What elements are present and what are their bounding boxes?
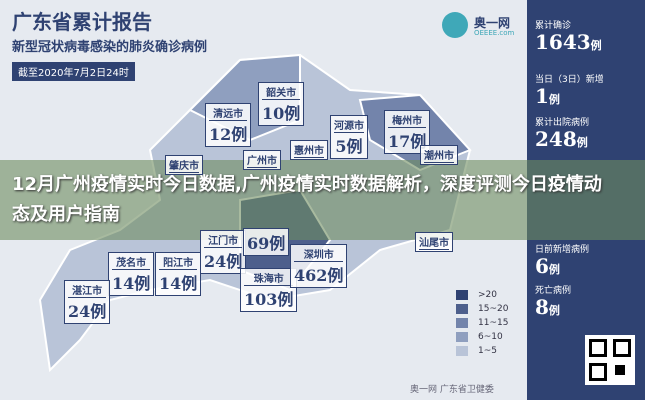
city-name: 茂名市 — [112, 254, 151, 270]
stat-unit: 例 — [548, 93, 560, 106]
city-name: 梅州市 — [388, 112, 427, 128]
city-name: 河源市 — [334, 117, 364, 133]
legend-label: >20 — [478, 290, 497, 300]
logo-icon — [442, 12, 468, 38]
overlay-title: 12月广州疫情实时今日数据,广州疫情实时数据解析，深度评测今日疫情动态及用户指南 — [12, 174, 602, 225]
stat-unit: 例 — [548, 263, 560, 276]
overlay-band — [0, 160, 645, 240]
legend-label: 11~15 — [478, 318, 509, 328]
city-count: 24例 — [204, 252, 243, 271]
logo-name: 奥一网 — [474, 16, 511, 30]
stat-number: 1643 — [535, 30, 591, 54]
city-count: 12例 — [209, 125, 248, 144]
stat-label: 日前新增病例 — [535, 245, 590, 255]
legend-swatch — [456, 332, 468, 342]
city-label: 汕尾市 — [415, 232, 453, 252]
city-count: 462例 — [294, 266, 344, 285]
city-label: 韶关市 10例 — [258, 82, 305, 126]
city-count: 10例 — [262, 104, 301, 123]
city-name: 江门市 — [204, 232, 243, 248]
stat-number: 6 — [535, 254, 549, 278]
city-label: 阳江市 14例 — [155, 252, 202, 296]
city-count: 24例 — [68, 302, 107, 321]
city-label: 河源市 5例 — [330, 115, 368, 159]
city-label: 湛江市 24例 — [64, 280, 111, 324]
legend-swatch — [456, 318, 468, 328]
city-label: 广州市 — [243, 150, 281, 170]
stat-value: 1例 — [535, 84, 560, 108]
city-label: 茂名市 14例 — [108, 252, 155, 296]
city-count: 103例 — [244, 290, 294, 309]
city-label: 梅州市 17例 — [384, 110, 431, 154]
stat-value: 248例 — [535, 127, 588, 151]
logo-domain: OEEEE.com — [474, 29, 515, 37]
city-name: 韶关市 — [262, 84, 301, 100]
city-name: 潮州市 — [424, 147, 454, 163]
city-count: 69例 — [247, 234, 286, 253]
city-label: 肇庆市 — [165, 155, 203, 175]
city-name: 深圳市 — [294, 246, 344, 262]
stat-number: 1 — [535, 84, 549, 108]
stat-label: 死亡病例 — [535, 286, 572, 296]
stat-label: 累计出院病例 — [535, 118, 590, 128]
legend-item: 11~15 — [456, 316, 508, 330]
subtitle: 新型冠状病毒感染的肺炎确诊病例 — [12, 40, 208, 55]
city-name: 阳江市 — [159, 254, 198, 270]
city-name: 肇庆市 — [169, 157, 199, 173]
date: 截至2020年7月2日24时 — [12, 62, 135, 81]
city-label: 珠海市 103例 — [240, 268, 298, 312]
city-count: 14例 — [159, 274, 198, 293]
city-name: 湛江市 — [68, 282, 107, 298]
legend: >20 15~20 11~15 6~10 1~5 — [456, 288, 508, 358]
city-name: 惠州市 — [294, 142, 324, 158]
legend-label: 15~20 — [478, 304, 509, 314]
legend-label: 1~5 — [478, 346, 497, 356]
stat-unit: 例 — [576, 136, 588, 149]
city-name: 清远市 — [209, 105, 248, 121]
stat-value: 1643例 — [535, 30, 602, 54]
city-label: 清远市 12例 — [205, 103, 252, 147]
city-name: 珠海市 — [244, 270, 294, 286]
stat-value: 8例 — [535, 295, 560, 319]
city-count: 5例 — [335, 137, 363, 156]
stat-number: 8 — [535, 295, 549, 319]
stat-unit: 例 — [590, 39, 602, 52]
legend-item: 15~20 — [456, 302, 508, 316]
stat-label: 当日（3日）新增 — [535, 75, 604, 85]
legend-swatch — [456, 346, 468, 356]
legend-swatch — [456, 304, 468, 314]
stat-label: 累计确诊 — [535, 21, 572, 31]
stat-value: 6例 — [535, 254, 560, 278]
city-label: 深圳市 462例 — [290, 244, 348, 288]
legend-item: 1~5 — [456, 344, 508, 358]
city-count: 17例 — [388, 132, 427, 151]
city-count: 14例 — [112, 274, 151, 293]
qr-code — [585, 335, 635, 385]
footer: 奥一网 广东省卫健委 — [410, 385, 494, 395]
title: 广东省累计报告 — [12, 10, 152, 34]
legend-swatch — [456, 290, 468, 300]
city-name: 广州市 — [247, 152, 277, 168]
city-label: 潮州市 — [420, 145, 458, 165]
legend-item: 6~10 — [456, 330, 508, 344]
stat-number: 248 — [535, 127, 577, 151]
city-name: 汕尾市 — [419, 234, 449, 250]
legend-label: 6~10 — [478, 332, 503, 342]
city-label: 69例 — [243, 228, 290, 256]
legend-item: >20 — [456, 288, 508, 302]
city-label: 惠州市 — [290, 140, 328, 160]
stat-unit: 例 — [548, 304, 560, 317]
